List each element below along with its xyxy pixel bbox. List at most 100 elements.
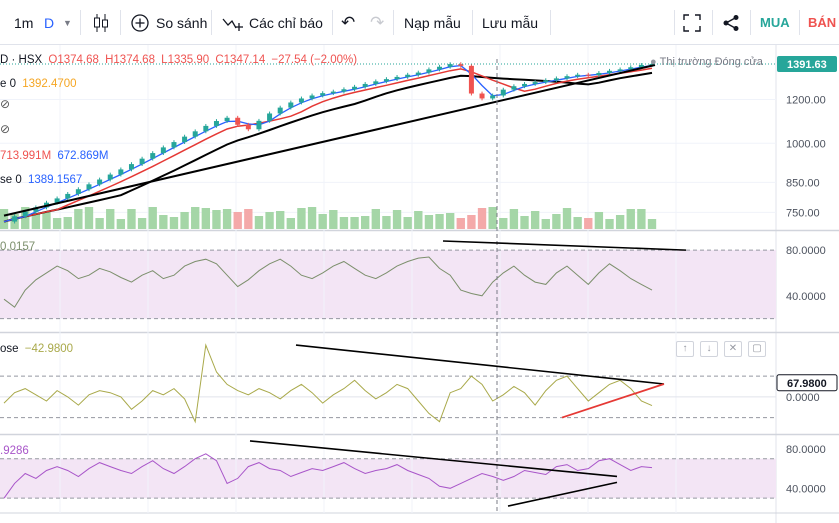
- pane-close-icon[interactable]: ✕: [724, 341, 742, 357]
- market-status-text: Thị trường Đóng cửa: [659, 56, 763, 68]
- candle-body: [543, 80, 549, 83]
- open-value: O1374.68: [48, 54, 99, 66]
- compare-button[interactable]: So sánh: [130, 0, 207, 45]
- price-tick-label: 1000.00: [786, 138, 826, 150]
- volume-bar: [647, 219, 657, 229]
- volume-value-1: 713.991M: [0, 150, 52, 162]
- extra-value: 1389.1567: [27, 174, 83, 186]
- eye-off-icon-2[interactable]: ⊘: [0, 122, 11, 136]
- volume-bar: [530, 211, 540, 229]
- candle-body: [298, 98, 304, 103]
- stoch-tick-label: 40.0000: [786, 483, 826, 495]
- indicators-button[interactable]: Các chỉ báo: [222, 0, 323, 45]
- candle-body: [235, 117, 241, 125]
- candle-body: [553, 78, 559, 81]
- top-toolbar: 1m D ▼ So sánh Các chỉ báo ↶ ↷ Nạp mẫu L…: [0, 0, 839, 45]
- interval-button[interactable]: 1m: [14, 14, 34, 31]
- stoch-line: [3, 453, 653, 499]
- volume-bar: [116, 219, 126, 229]
- candle-body: [415, 72, 421, 75]
- cci-trendline-upper: [295, 344, 665, 385]
- volume-bar: [445, 213, 455, 229]
- indicators-label: Các chỉ báo: [249, 14, 323, 31]
- pane-maximize-icon[interactable]: ▢: [748, 341, 766, 357]
- volume-bar: [573, 217, 582, 229]
- candle-body: [320, 93, 326, 96]
- candle-body: [128, 164, 134, 170]
- price-tick-label: 750.00: [786, 207, 820, 219]
- candle-body: [203, 125, 209, 132]
- ma-legend: e 0 1392.4700: [0, 77, 80, 91]
- volume-bar: [360, 216, 370, 229]
- volume-bar: [222, 209, 232, 229]
- stoch-value: .9286: [0, 445, 29, 457]
- share-nodes-icon: [723, 14, 739, 31]
- candle-body: [139, 158, 145, 165]
- candle-body: [97, 179, 103, 185]
- cci-tick-label: 0.0000: [786, 392, 820, 404]
- candle-body: [256, 120, 262, 130]
- pane-controls: ↑ ↓ ✕ ▢: [676, 341, 766, 357]
- volume-bar: [403, 217, 412, 229]
- chevron-down-icon[interactable]: ▼: [63, 17, 72, 28]
- save-template-button[interactable]: Lưu mẫu: [482, 14, 539, 31]
- redo-icon[interactable]: ↷: [370, 12, 385, 32]
- candle-body: [33, 207, 39, 212]
- candle-body: [54, 198, 60, 203]
- candle-body: [638, 64, 644, 68]
- candles-icon[interactable]: [92, 0, 110, 45]
- pane-down-icon[interactable]: ↓: [700, 341, 718, 357]
- volume-bar: [159, 215, 168, 229]
- stoch-tick-label: 80.0000: [786, 444, 826, 456]
- volume-bar: [106, 209, 115, 229]
- undo-icon[interactable]: ↶: [341, 12, 356, 32]
- fullscreen-icon[interactable]: [683, 0, 701, 45]
- volume-bar: [467, 215, 476, 229]
- volume-bar: [276, 211, 285, 229]
- volume-bar: [329, 210, 338, 229]
- pane-up-icon[interactable]: ↑: [676, 341, 694, 357]
- close-value: C1347.14: [215, 54, 266, 66]
- cci-trendline-lower: [561, 383, 665, 419]
- volume-bar: [254, 216, 264, 229]
- volume-bar: [594, 212, 604, 229]
- candle-body: [394, 76, 400, 80]
- candle-body: [245, 124, 251, 130]
- sell-button[interactable]: BÁN: [808, 15, 837, 30]
- volume-bar: [541, 219, 550, 229]
- volume-bar: [148, 207, 157, 229]
- candle-body: [12, 216, 18, 222]
- volume-bar: [520, 216, 529, 229]
- volume-bar: [382, 216, 391, 229]
- stoch-trendline-lower: [507, 481, 618, 507]
- chart-canvas[interactable]: 1200.00 1000.00 850.00 750.00 1391.63 80.0000…: [0, 45, 839, 523]
- trendline-support: [3, 64, 656, 217]
- volume-bar: [552, 214, 561, 229]
- candle-body: [468, 65, 474, 94]
- load-template-button[interactable]: Nạp mẫu: [404, 14, 461, 31]
- candle-body: [330, 91, 336, 94]
- candle-body: [479, 93, 485, 99]
- volume-bar: [392, 210, 402, 229]
- candle-body: [107, 174, 113, 180]
- volume-bar: [371, 209, 380, 229]
- volume-bar: [0, 209, 9, 229]
- chart-type-letter[interactable]: D: [44, 14, 55, 31]
- eye-off-icon[interactable]: ⊘: [0, 97, 11, 111]
- share-icon[interactable]: [722, 0, 740, 45]
- main-legend: D · HSX O1374.68 H1374.68 L1335.90 C1347…: [0, 53, 360, 67]
- cci-prefix: ose: [0, 343, 19, 355]
- low-value: L1335.90: [161, 54, 210, 66]
- buy-button[interactable]: MUA: [760, 15, 790, 30]
- candle-body: [288, 102, 294, 108]
- volume-bar: [339, 217, 349, 229]
- volume-bar: [63, 217, 72, 229]
- symbol-label: D · HSX: [0, 54, 43, 66]
- cci-value-badge: [776, 374, 838, 392]
- candle-body: [160, 147, 166, 154]
- volume-bar: [456, 218, 465, 229]
- rsi-tick-label: 80.0000: [786, 245, 826, 257]
- candle-body: [309, 95, 315, 99]
- high-value: H1374.68: [105, 54, 155, 66]
- candle-body: [511, 86, 517, 90]
